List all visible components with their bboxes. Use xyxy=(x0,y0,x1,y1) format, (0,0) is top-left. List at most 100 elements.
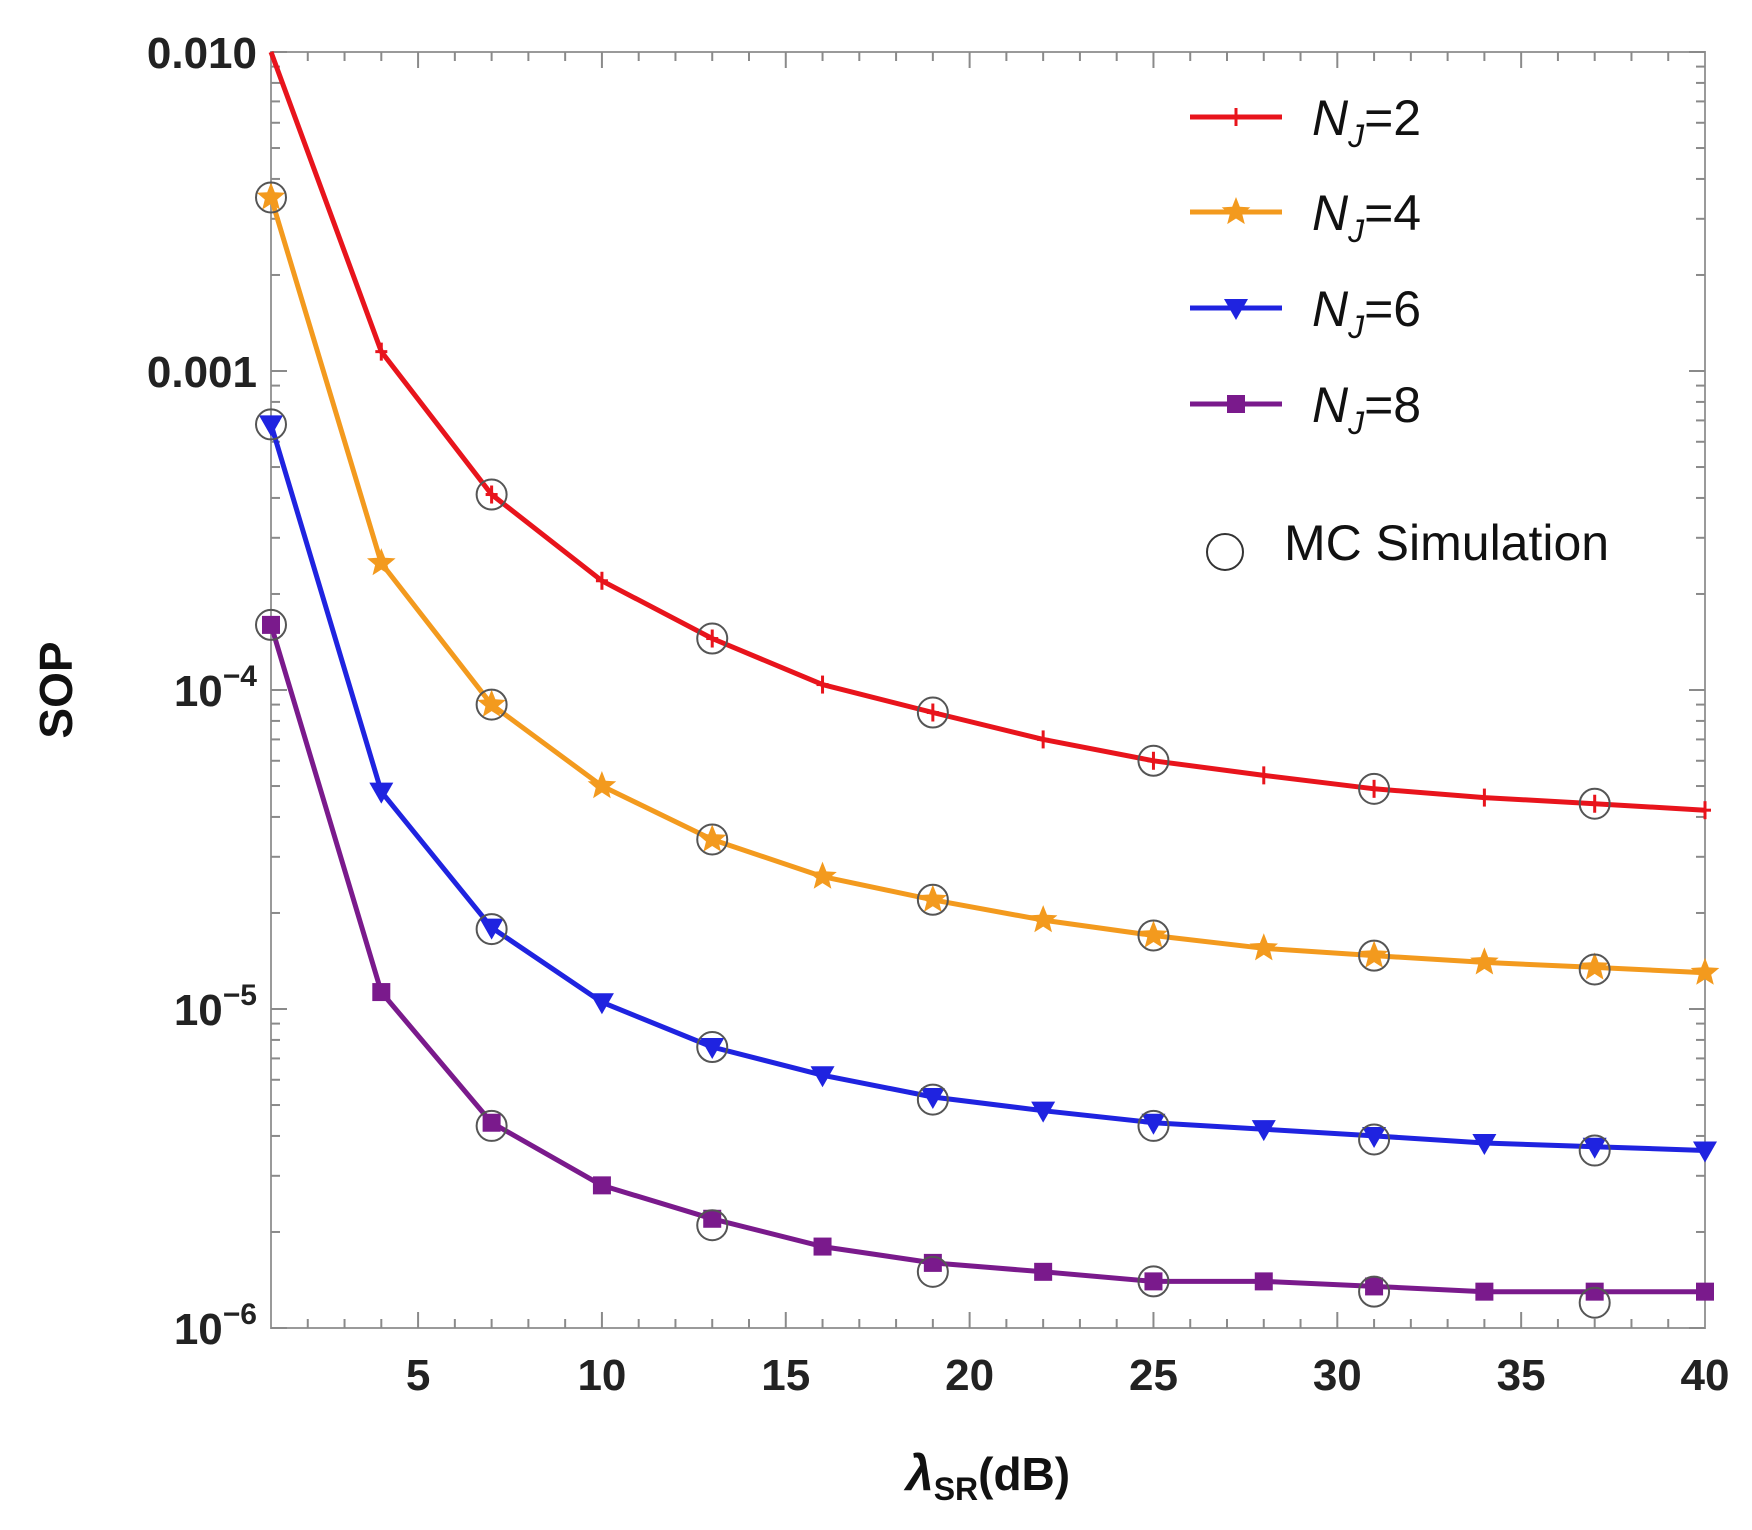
legend-mc-circle xyxy=(1206,533,1244,571)
legend-label-base: N xyxy=(1312,185,1349,241)
legend-label-subscript: J xyxy=(1347,118,1365,154)
series-marker-star xyxy=(1470,947,1499,975)
series-marker-star xyxy=(1028,905,1058,933)
mc-simulation-point xyxy=(475,913,508,946)
x-axis-title-unit: (dB) xyxy=(978,1448,1070,1500)
series-marker-square xyxy=(262,615,280,634)
legend-label-subscript: J xyxy=(1347,309,1365,345)
legend-label: NJ=8 xyxy=(1312,377,1421,441)
y-tick-label-base: 10 xyxy=(174,667,223,716)
series-marker-star xyxy=(1139,920,1168,948)
y-tick-label-exponent: −5 xyxy=(223,979,257,1012)
legend-item: NJ=6 xyxy=(1190,281,1421,345)
series-marker-triangle xyxy=(1582,1137,1607,1159)
legend-label-base: N xyxy=(1312,377,1349,433)
minor-ticks xyxy=(271,51,1705,1329)
y-tick-label-exponent: −4 xyxy=(223,660,258,693)
mc-simulation-point xyxy=(255,181,287,214)
series-marker-star xyxy=(918,884,948,912)
y-tick-label: 10−6 xyxy=(174,1298,257,1354)
x-tick-label: 35 xyxy=(1497,1351,1546,1400)
x-axis-title-subscript: SR xyxy=(934,1471,978,1507)
series-marker-square xyxy=(813,1237,832,1256)
y-tick-label-base: 10 xyxy=(174,1305,223,1354)
series-marker-triangle xyxy=(1224,299,1248,320)
series-marker-triangle xyxy=(259,415,283,437)
series-marker-square xyxy=(1144,1272,1163,1291)
legend-label-subscript: J xyxy=(1347,213,1365,249)
series-line xyxy=(268,196,1706,976)
series-marker-star xyxy=(256,182,286,210)
mc-simulation-point xyxy=(1137,744,1170,777)
legend: NJ=2NJ=4NJ=6NJ=8MC Simulation xyxy=(1190,90,1609,571)
x-tick-label: 40 xyxy=(1681,1351,1730,1400)
series-marker-star xyxy=(1359,940,1389,968)
series-marker-square xyxy=(1475,1282,1494,1301)
series-marker-star xyxy=(477,689,506,717)
x-tick-label: 20 xyxy=(945,1351,994,1400)
x-tick-label: 25 xyxy=(1129,1351,1178,1400)
legend-label-suffix: =8 xyxy=(1364,377,1421,433)
legend-item: NJ=2 xyxy=(1190,90,1421,154)
x-axis-title: λSR(dB) xyxy=(903,1445,1070,1507)
series-marker-star xyxy=(1249,933,1278,961)
series-n-j-2 xyxy=(268,51,1711,820)
series-line xyxy=(268,51,1706,813)
mc-simulation-point xyxy=(696,823,729,856)
series-marker-star xyxy=(587,771,617,799)
y-tick-label-base: 0.010 xyxy=(147,29,257,78)
y-axis-title: SOP xyxy=(30,641,82,738)
y-tick-label-base: 10 xyxy=(174,986,223,1035)
mc-simulation-point xyxy=(1578,787,1611,820)
series-marker-square xyxy=(1227,395,1245,413)
series-marker-triangle xyxy=(479,918,504,940)
x-tick-labels: 5 10 15 20 25 30 35 40 xyxy=(406,1351,1730,1400)
series-marker-star xyxy=(367,548,396,576)
y-tick-label: 0.001 xyxy=(147,348,257,397)
y-tick-label: 10−5 xyxy=(174,979,257,1035)
legend-item: NJ=8 xyxy=(1190,377,1421,441)
mc-simulation-point xyxy=(1137,1109,1170,1142)
mc-simulation-point xyxy=(475,478,508,511)
y-tick-label: 10−4 xyxy=(174,660,257,716)
legend-label: NJ=2 xyxy=(1312,90,1421,154)
legend-label-subscript: J xyxy=(1347,405,1365,441)
legend-label-base: N xyxy=(1312,281,1349,337)
series-marker-triangle xyxy=(810,1066,835,1088)
series-marker-square xyxy=(482,1113,501,1132)
series-marker-star xyxy=(698,824,727,852)
legend-item-mc-simulation: MC Simulation xyxy=(1206,515,1609,571)
x-axis-title-symbol: λ xyxy=(903,1445,934,1501)
series-marker-square xyxy=(1034,1262,1053,1281)
mc-simulation-point xyxy=(916,1255,949,1288)
legend-label-base: N xyxy=(1312,90,1349,146)
series-marker-triangle xyxy=(369,782,394,804)
y-tick-label-base: 0.001 xyxy=(147,348,257,397)
mc-simulation-point xyxy=(475,688,508,721)
y-tick-label: 0.010 xyxy=(147,29,257,78)
x-tick-label: 15 xyxy=(761,1351,810,1400)
mc-simulation-point xyxy=(1137,919,1170,952)
series-marker-square xyxy=(592,1176,611,1195)
mc-simulation-point xyxy=(255,608,287,641)
mc-simulation-point xyxy=(696,622,729,655)
series-marker-triangle xyxy=(1362,1126,1387,1148)
mc-simulation-point xyxy=(1358,772,1391,805)
series-marker-triangle xyxy=(1472,1134,1497,1156)
mc-simulation-point xyxy=(916,883,949,916)
series-layer xyxy=(256,51,1720,1301)
series-marker-triangle xyxy=(1251,1120,1276,1142)
series-marker-triangle xyxy=(1693,1141,1717,1163)
series-marker-triangle xyxy=(700,1038,725,1060)
legend-label: NJ=4 xyxy=(1312,185,1421,249)
legend-label-suffix: =4 xyxy=(1364,185,1421,241)
x-tick-label: 5 xyxy=(406,1351,430,1400)
x-tick-label: 30 xyxy=(1313,1351,1362,1400)
series-marker-star xyxy=(1580,952,1609,980)
mc-simulation-point xyxy=(696,1031,729,1064)
mc-simulation-point xyxy=(1578,1134,1611,1167)
mc-simulation-point xyxy=(1578,1286,1611,1319)
mc-simulation-point xyxy=(1358,939,1391,972)
series-marker-triangle xyxy=(589,993,614,1015)
